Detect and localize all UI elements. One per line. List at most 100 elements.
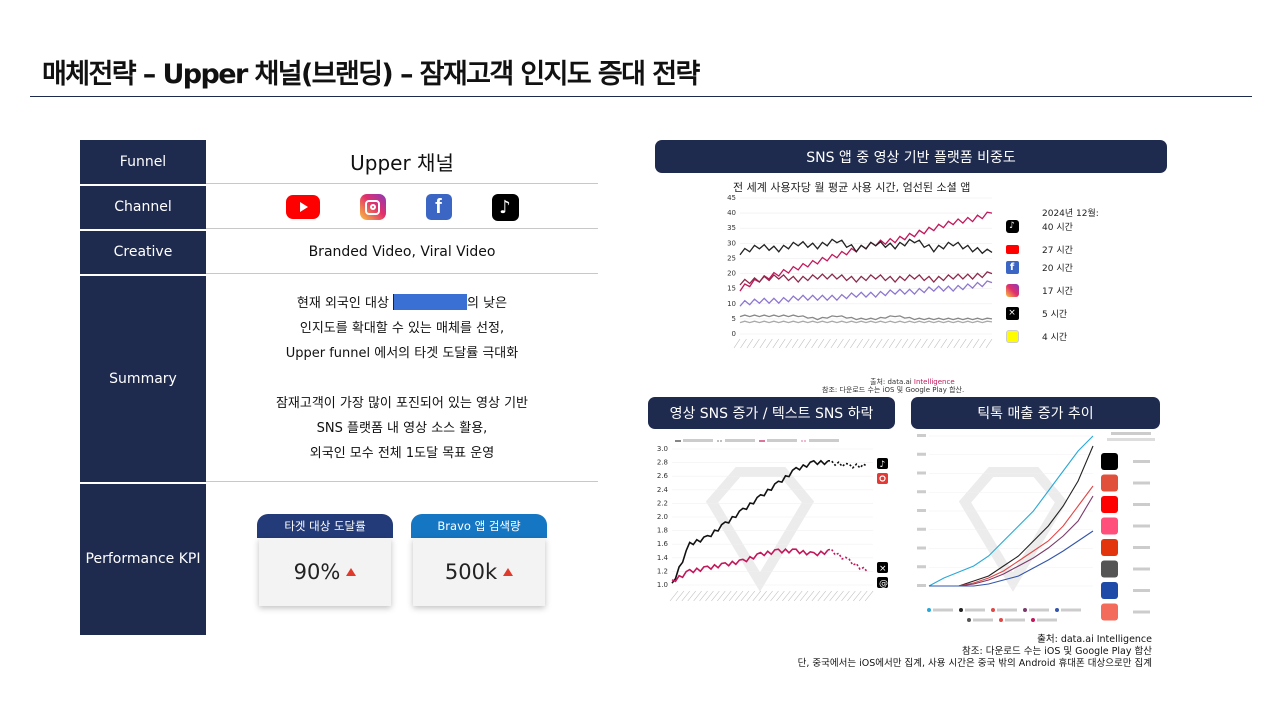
y-tick-label: 20 [727,270,736,278]
kpi-row: Performance KPI 타겟 대상 도달률 90% Bravo 앱 검색… [80,484,598,635]
y-tick-label: 5 [732,315,736,323]
page-title: 매체전략 – Upper 채널(브랜딩) – 잠재고객 인지도 증대 전략 [42,59,700,90]
legend-label-placeholder [1037,618,1057,622]
x-tick-label [705,590,714,602]
x-tick-label [722,590,732,602]
x-tick-label [864,590,874,602]
summary-header: Summary [80,276,206,482]
side-value-placeholder [1133,524,1150,528]
creative-header: Creative [80,231,206,274]
x-tick-label [788,590,797,602]
y-tick-label: 1.0 [657,581,668,589]
legend-dot [999,618,1003,622]
series-line [671,459,829,584]
tinder-flame-icon [1101,603,1118,621]
x-tick-label [823,590,832,602]
x-tick-label [972,338,980,349]
legend-label-placeholder [973,618,993,622]
x-tick-label [953,338,960,349]
youtube-icon [1101,496,1118,513]
series-line [928,435,1094,587]
x-icon: × [877,562,888,574]
series-line-snapchat [739,320,993,324]
side-value-placeholder [1133,546,1150,549]
summary-line-1a: 현재 외국인 대상 [296,296,394,311]
x-tick-label [869,338,876,349]
y-tick-label-placeholder [917,527,926,531]
tiktok-icon: ♪ [491,193,519,221]
title-divider [30,96,1252,97]
legend-label: 40 시간 [1042,223,1073,233]
x-tick-label [740,590,750,602]
x-tick-label [669,590,679,602]
legend-entry: 4 시간 [1004,330,1067,343]
up-arrow-icon [346,567,357,576]
legend-dot [1023,608,1027,612]
legend-entry: × 5 시간 [1004,307,1067,320]
y-tick-label: 2.6 [657,472,669,480]
x-tick-label [901,338,909,349]
y-tick-label-placeholder [917,490,926,494]
x-tick-label [793,590,803,602]
x-tick-label [985,338,993,349]
svg-text:×: × [879,564,887,574]
x-tick-label [687,590,696,602]
legend-dot [1031,618,1035,622]
x-tick-label [835,590,844,602]
series-line-x [739,314,993,321]
x-tick-label [766,338,773,349]
x-tick-label [799,590,809,602]
series-line-tiktok [739,211,993,292]
x-tick-label [782,590,791,602]
legend-label-placeholder [933,608,953,612]
tiktok-revenue-pill: 틱톡 매출 증가 추이 [911,397,1160,429]
x-tick-label [728,590,738,602]
legend-label: 20 시간 [1042,264,1073,274]
x-tick-label [829,590,838,602]
side-value-placeholder [1133,460,1150,463]
tinder-icon [1101,517,1118,535]
series-forecast-line [827,548,868,572]
legend-label-placeholder [1061,608,1081,612]
svg-text:@: @ [879,579,888,589]
channel-header: Channel [80,186,206,229]
x-tick-label [693,590,702,602]
legend-entry: f 20 시간 [1004,261,1073,274]
roblox-icon [1101,560,1118,578]
x-tick-label [895,338,902,349]
x-tick-label [785,338,792,349]
x-tick-label [862,338,870,349]
source-line-2: 참조: 다운로드 수는 iOS 및 Google Play 합산 [962,646,1152,657]
kpi-caption: Bravo 앱 검색량 [411,513,547,538]
x-tick-label [805,590,815,602]
x-tick-label [875,338,883,349]
legend-dot [959,608,963,612]
y-tick-label-placeholder [917,509,926,512]
legend-label: 4 시간 [1042,333,1068,343]
legend-label: 27 시간 [1042,246,1073,256]
reels-icon [877,473,888,484]
y-tick-label-placeholder [917,546,926,550]
x-tick-label [734,590,744,602]
y-tick-label: 45 [727,194,736,202]
y-tick-label: 2.0 [657,513,668,521]
creative-row: Creative Branded Video, Viral Video [80,231,598,274]
facebook-icon: f [425,194,452,220]
x-tick-label [811,338,818,349]
legend-label-placeholder [997,608,1017,612]
y-tick-label: 25 [727,254,736,262]
x-tick-label [740,338,747,349]
legend-label: 17 시간 [1042,287,1073,297]
summary-line-4: 잠재고객이 가장 많이 포진되어 있는 영상 기반 [275,396,529,411]
x-tick-label [681,590,691,602]
legend-label-placeholder [767,439,797,442]
y-tick-label: 2.8 [657,459,668,467]
legend-label: 5 시간 [1042,310,1068,320]
up-arrow-icon [503,567,514,576]
y-tick-label: 2.2 [657,499,668,507]
side-value-placeholder [1133,481,1150,485]
kpi-value: 500k [444,559,498,584]
x-tick-label [908,338,915,349]
x-tick-label [921,338,928,349]
y-tick-label: 3.0 [657,445,668,453]
